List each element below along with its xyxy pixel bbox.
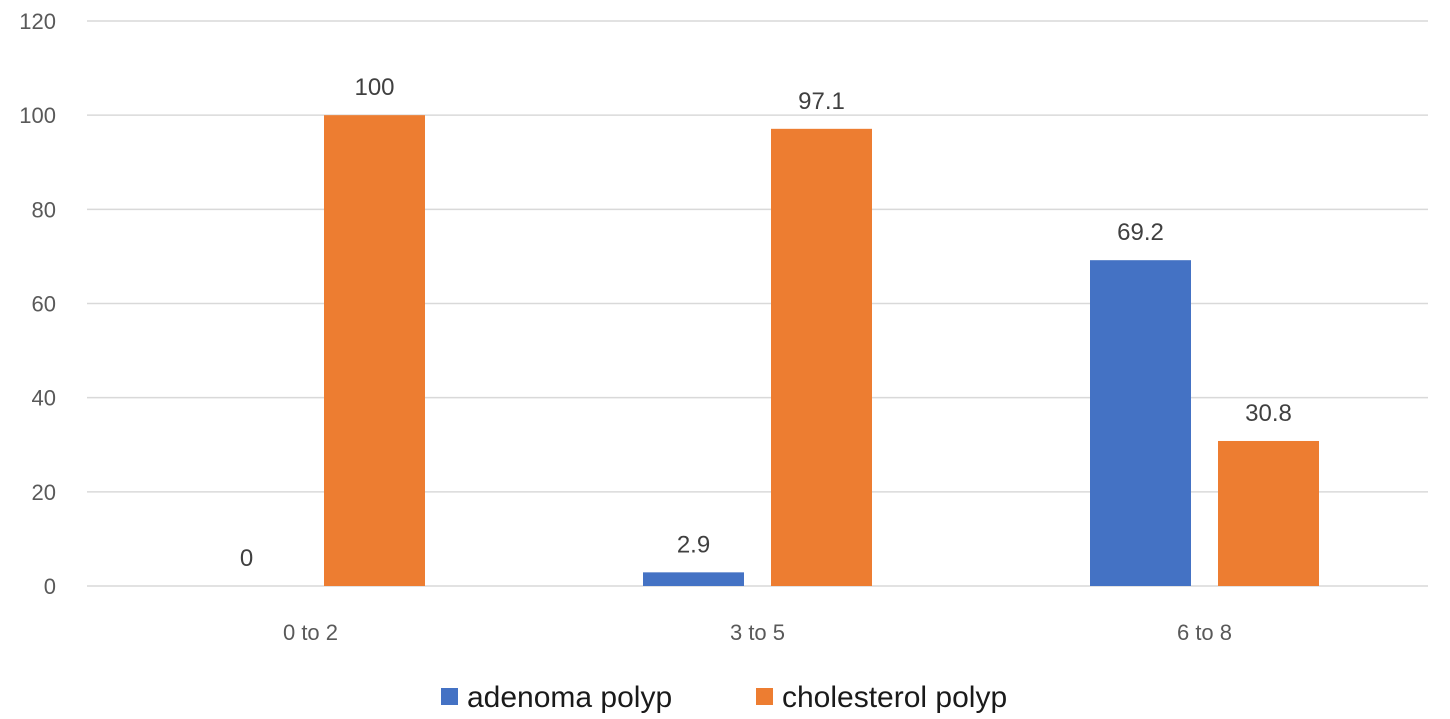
y-axis-ticks: 0 20 40 60 80 100 120 bbox=[19, 9, 56, 599]
bar-cholesterol-polyp bbox=[324, 115, 425, 587]
y-tick-label: 60 bbox=[32, 292, 56, 317]
data-label: 0 bbox=[240, 545, 253, 572]
bars bbox=[324, 115, 1319, 587]
data-label: 100 bbox=[354, 74, 394, 101]
data-label: 69.2 bbox=[1117, 219, 1164, 246]
data-labels: 0 100 2.9 97.1 69.2 30.8 bbox=[240, 74, 1292, 572]
y-tick-label: 80 bbox=[32, 197, 56, 222]
bar-cholesterol-polyp bbox=[771, 128, 872, 586]
data-label: 97.1 bbox=[798, 88, 845, 115]
legend-swatch bbox=[441, 688, 458, 705]
legend: adenoma polyp cholesterol polyp bbox=[441, 681, 1007, 714]
y-tick-label: 120 bbox=[19, 9, 56, 34]
y-tick-label: 100 bbox=[19, 103, 56, 128]
bar-cholesterol-polyp bbox=[1218, 440, 1319, 586]
legend-label: adenoma polyp bbox=[467, 681, 672, 714]
x-tick-label: 3 to 5 bbox=[730, 620, 785, 645]
legend-label: cholesterol polyp bbox=[782, 681, 1007, 714]
bar-adenoma-polyp bbox=[1090, 260, 1191, 586]
data-label: 30.8 bbox=[1245, 400, 1292, 427]
x-axis-ticks: 0 to 2 3 to 5 6 to 8 bbox=[283, 620, 1232, 645]
y-tick-label: 40 bbox=[32, 386, 56, 411]
x-tick-label: 6 to 8 bbox=[1177, 620, 1232, 645]
y-tick-label: 20 bbox=[32, 480, 56, 505]
bar-adenoma-polyp bbox=[643, 572, 744, 586]
gridlines bbox=[87, 20, 1428, 587]
y-tick-label: 0 bbox=[44, 574, 56, 599]
data-label: 2.9 bbox=[677, 531, 710, 558]
x-tick-label: 0 to 2 bbox=[283, 620, 338, 645]
legend-swatch bbox=[756, 688, 773, 705]
